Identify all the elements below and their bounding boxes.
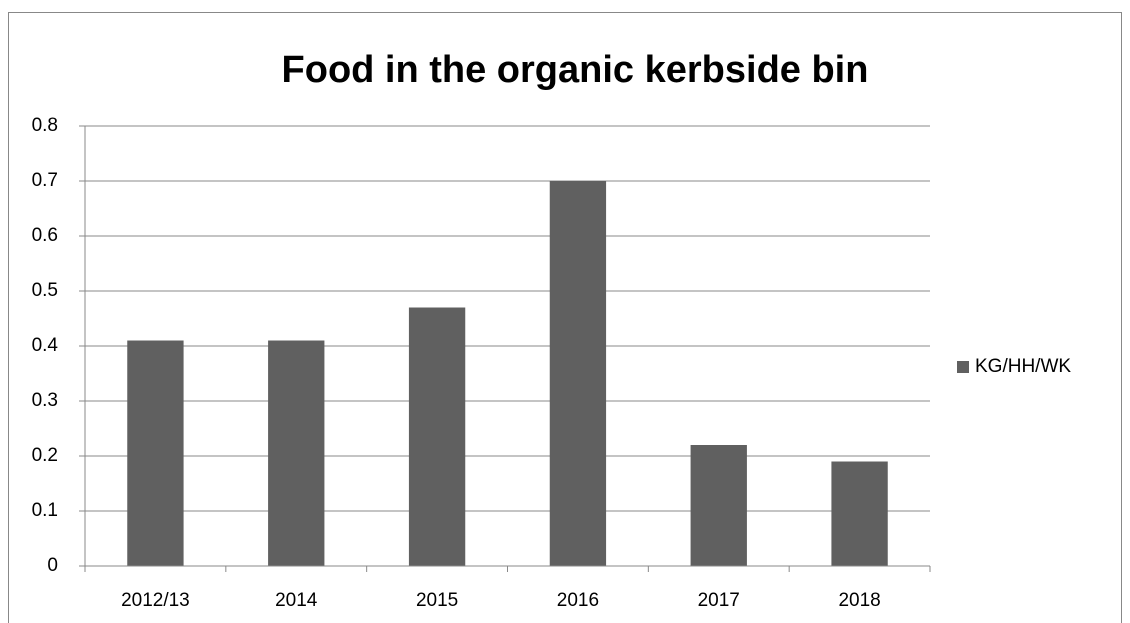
y-tick-label: 0.1 (32, 500, 58, 521)
y-tick-label: 0.2 (32, 445, 58, 466)
x-tick-label: 2012/13 (121, 590, 190, 611)
bar (127, 340, 184, 566)
legend-label: KG/HH/WK (975, 356, 1071, 377)
y-tick-label: 0.6 (32, 225, 58, 246)
x-tick-label: 2017 (698, 590, 740, 611)
bar (549, 181, 607, 566)
x-tick-label: 2018 (838, 590, 880, 611)
y-tick-label: 0.5 (32, 280, 58, 301)
y-tick-label: 0 (47, 555, 58, 576)
y-tick-label: 0.3 (32, 390, 58, 411)
legend-swatch (957, 361, 969, 373)
x-tick-label: 2015 (416, 590, 458, 611)
bar (690, 445, 747, 566)
y-tick-label: 0.4 (32, 335, 59, 356)
bar (831, 461, 888, 566)
bar (268, 340, 325, 566)
bar (408, 307, 466, 566)
y-tick-label: 0.8 (32, 115, 58, 136)
x-tick-label: 2016 (557, 590, 599, 611)
y-tick-label: 0.7 (32, 170, 58, 191)
x-tick-label: 2014 (275, 590, 318, 611)
chart-title: Food in the organic kerbside bin (282, 49, 869, 91)
